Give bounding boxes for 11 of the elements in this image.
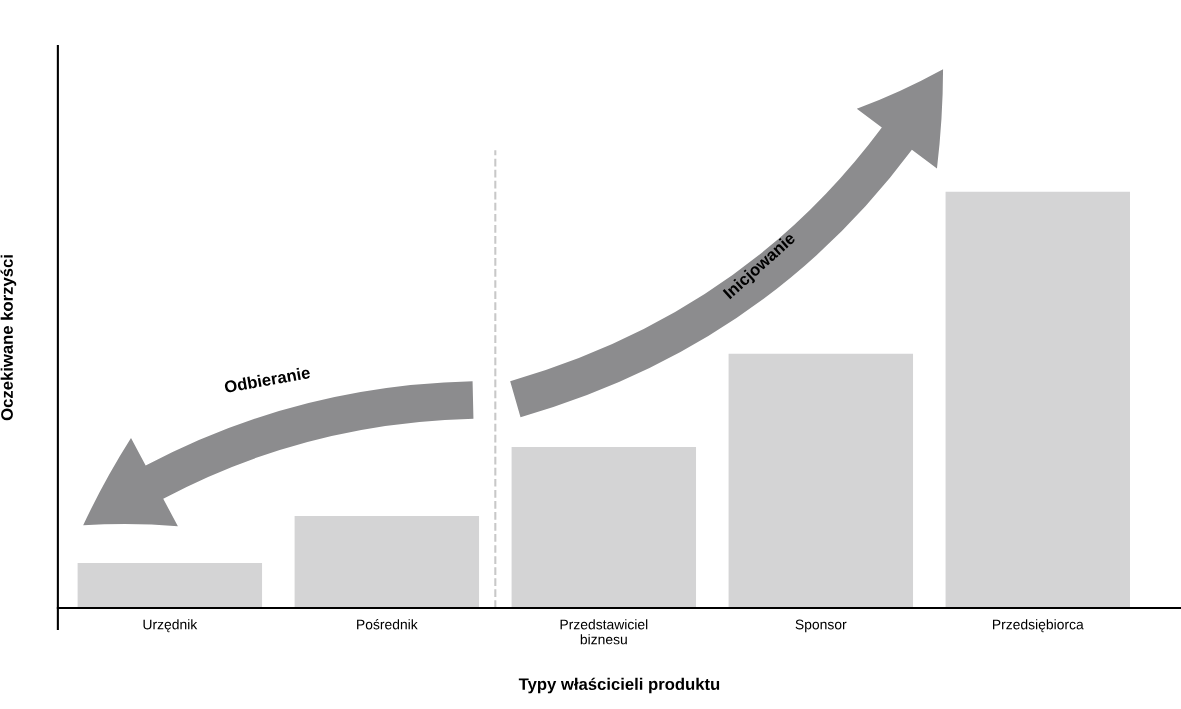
x-tick-label: Przedsiębiorca (993, 619, 1084, 633)
x-tick-label: Sponsor (795, 619, 847, 633)
annotation: Odbieranie (223, 366, 311, 394)
bar (511, 446, 697, 609)
bar (77, 563, 263, 609)
x-axis-title: Typy właścicieli produktu (518, 677, 720, 694)
x-tick-label: Pośrednik (357, 619, 418, 630)
x-tick-label: Przedstawiciel biznesu (560, 619, 648, 645)
y-axis-title: Oczekiwane korzyści (0, 255, 17, 421)
x-tick-label: Urzędnik (143, 619, 198, 633)
bar (294, 516, 480, 609)
